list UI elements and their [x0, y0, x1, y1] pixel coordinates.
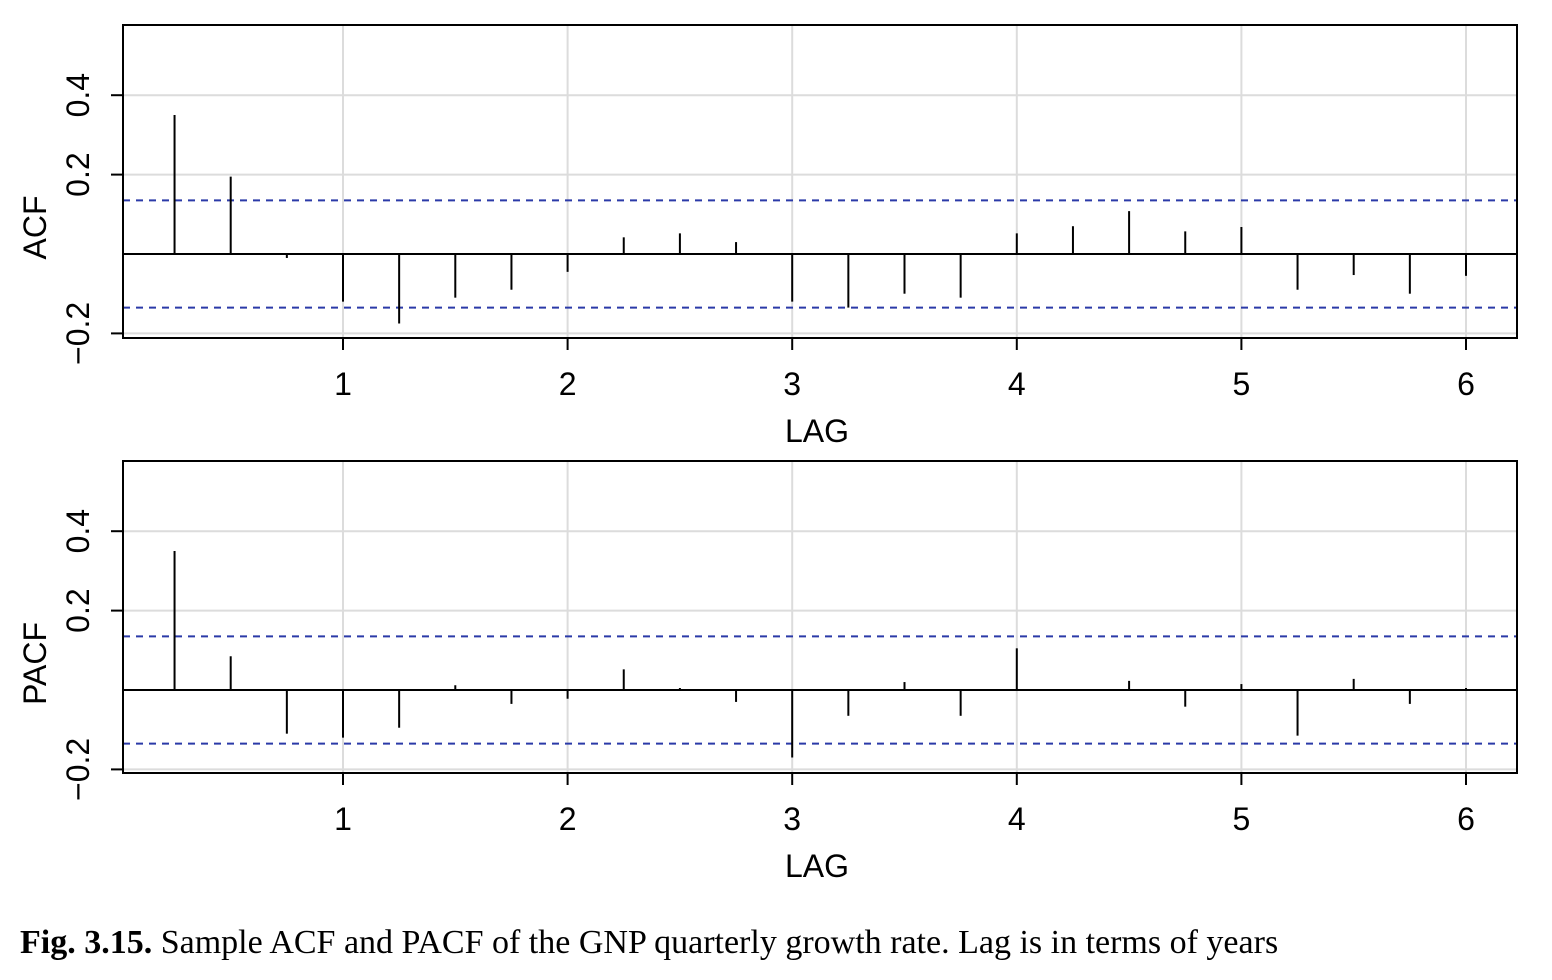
pacf-x-axis-title: LAG: [785, 848, 849, 884]
pacf-x-tick-label: 5: [1233, 801, 1251, 837]
acf-x-tick-label: 2: [559, 366, 577, 402]
pacf-x-tick-label: 6: [1457, 801, 1475, 837]
acf-x-tick-label: 5: [1233, 366, 1251, 402]
pacf-x-tick-label: 3: [783, 801, 801, 837]
acf-y-tick-label: 0.4: [60, 73, 96, 117]
pacf-x-tick-label: 1: [334, 801, 352, 837]
acf-x-tick-label: 3: [783, 366, 801, 402]
pacf-y-tick-label: 0.2: [60, 588, 96, 632]
figure-caption-label: Fig. 3.15.: [20, 924, 153, 961]
pacf-y-axis-title: PACF: [17, 622, 53, 705]
acf-x-tick-label: 1: [334, 366, 352, 402]
figure-caption-text: Sample ACF and PACF of the GNP quarterly…: [160, 924, 1279, 961]
pacf-x-tick-label: 4: [1008, 801, 1026, 837]
acf-x-tick-label: 6: [1457, 366, 1475, 402]
acf-panel: 1 2 3 4 5 6 −0.2 0.2 0.4 LAG ACF: [17, 24, 1518, 449]
acf-y-tick-label: 0.2: [60, 152, 96, 196]
acf-x-tick-label: 4: [1008, 366, 1026, 402]
pacf-plot-frame: [122, 460, 1518, 774]
pacf-y-tick-label: −0.2: [60, 738, 96, 801]
pacf-panel: 1 2 3 4 5 6 −0.2 0.2 0.4 LAG PACF: [17, 460, 1518, 884]
acf-plot-frame: [122, 24, 1518, 339]
pacf-y-tick-label: 0.4: [60, 509, 96, 553]
figure-caption: Fig. 3.15. Sample ACF and PACF of the GN…: [20, 924, 1540, 962]
acf-y-tick-label: −0.2: [60, 302, 96, 365]
pacf-x-tick-label: 2: [559, 801, 577, 837]
acf-x-axis-title: LAG: [785, 413, 849, 449]
acf-pacf-figure: 1 2 3 4 5 6 −0.2 0.2 0.4 LAG ACF 1 2 3 4 5 6 −0.2 0.2 0.4 LA…: [17, 24, 1518, 884]
acf-y-axis-title: ACF: [17, 195, 53, 259]
